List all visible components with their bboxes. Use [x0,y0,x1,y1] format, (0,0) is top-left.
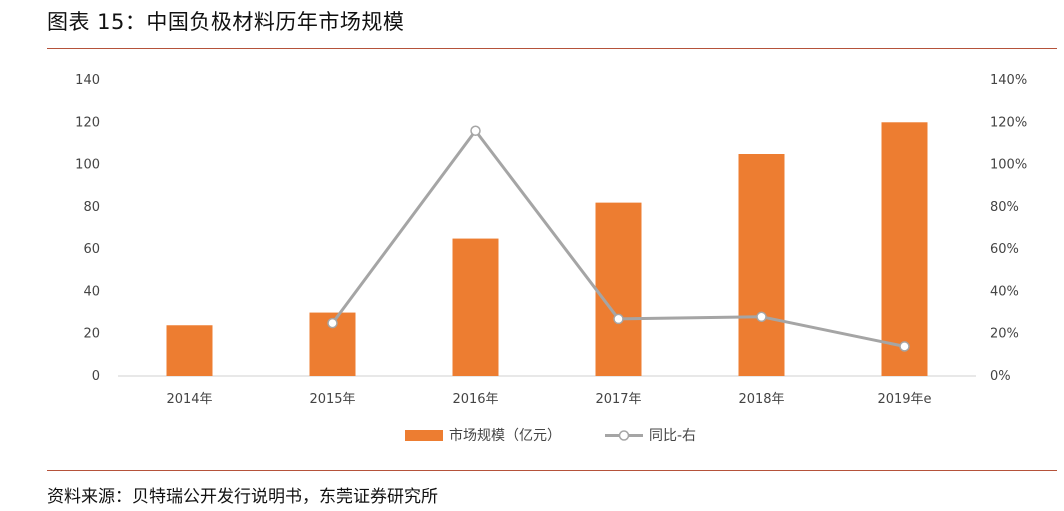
bar [881,122,928,377]
source-note: 资料来源：贝特瑞公开发行说明书，东莞证券研究所 [47,487,438,507]
y-tick-label: 20 [83,327,100,342]
y-tick-label: 120 [75,115,100,130]
ticks-layer: 0 20 40 60 80 100 120 140 0% 20% 40% 60% 80% 100% 120%… [75,73,1027,407]
x-tick-label: 2014年 [166,392,212,407]
x-tick-label: 2017年 [595,392,641,407]
y-tick-label: 0 [92,369,100,384]
legend-swatch-marker [618,430,630,441]
legend-swatch-bar [405,430,443,441]
legend-label-line: 同比-右 [649,428,696,444]
y-tick-label: 60 [83,242,100,257]
data-point [899,341,910,352]
legend: 市场规模（亿元） 同比-右 [405,427,696,444]
y2-tick-label: 40% [990,284,1019,299]
line-layer [327,125,910,352]
bar [452,238,499,376]
source-divider [47,470,1057,471]
bars-layer [166,122,928,377]
y2-tick-label: 100% [990,158,1027,173]
data-point [327,317,338,329]
data-point [756,311,767,323]
x-tick-label: 2019年e [877,392,931,407]
y2-tick-label: 120% [990,115,1027,130]
data-point [613,313,624,325]
title-divider [47,48,1057,49]
x-tick-label: 2016年 [452,392,498,407]
y-tick-label: 140 [75,73,100,88]
bar [738,154,785,376]
chart-title: 图表 15：中国负极材料历年市场规模 [47,10,405,34]
y-tick-label: 100 [75,158,100,173]
y2-tick-label: 0% [990,369,1011,384]
y2-tick-label: 20% [990,327,1019,342]
x-tick-label: 2018年 [738,392,784,407]
data-point [470,125,481,136]
y-tick-label: 40 [83,284,100,299]
bar [166,325,213,376]
x-tick-label: 2015年 [309,392,355,407]
y2-tick-label: 80% [990,200,1019,215]
y-tick-label: 80 [83,200,100,215]
y2-tick-label: 140% [990,73,1027,88]
legend-label-bar: 市场规模（亿元） [449,427,561,444]
chart-area: 0 20 40 60 80 100 120 140 0% 20% 40% 60% 80% 100% 120%… [75,73,1027,444]
y2-tick-label: 60% [990,242,1019,257]
bar [595,202,642,376]
